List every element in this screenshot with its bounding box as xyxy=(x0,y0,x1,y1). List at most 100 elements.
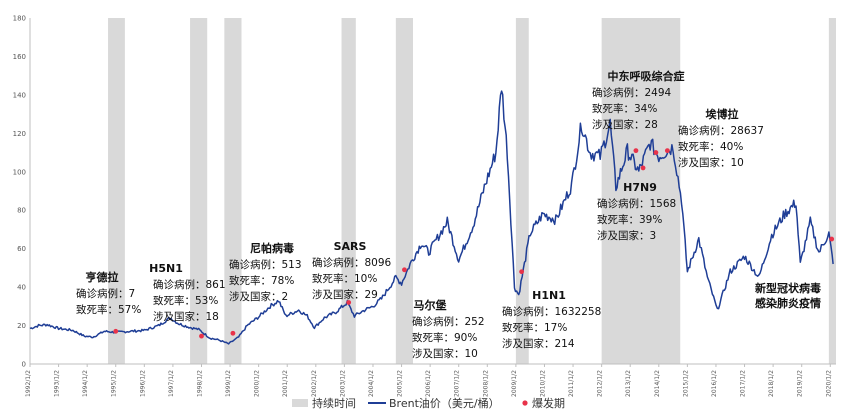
x-tick-label: 2020/1/2 xyxy=(825,370,832,397)
y-tick-label: 160 xyxy=(13,53,26,61)
outbreak-point xyxy=(829,236,835,242)
outbreak-point xyxy=(113,328,119,334)
y-tick-label: 100 xyxy=(13,168,26,176)
x-tick-label: 2019/1/2 xyxy=(797,370,804,397)
legend-duration-swatch xyxy=(292,399,308,407)
annotation-line: 致死率：39% xyxy=(597,213,662,226)
x-tick-label: 2005/1/2 xyxy=(397,370,404,397)
x-tick-label: 2000/1/2 xyxy=(254,370,261,397)
x-tick-label: 1992/1/2 xyxy=(25,370,32,397)
annotation-line: 确诊病例：1632258 xyxy=(502,305,601,318)
axes: 0 20 40 60 80 100 120 140 160 180 1992/1/2 1993/1/2… xyxy=(13,15,836,397)
outbreak-point xyxy=(230,330,236,336)
x-tick-label: 1994/1/2 xyxy=(82,370,89,397)
outbreak-point xyxy=(519,269,525,275)
x-tick-label: 2010/1/2 xyxy=(539,370,546,397)
annotation-line: 确诊病例：252 xyxy=(412,315,485,328)
y-tick-label: 180 xyxy=(13,15,26,23)
outbreak-point xyxy=(402,267,407,273)
annotation-line: 涉及国家：2 xyxy=(229,290,288,303)
x-tick-label: 2018/1/2 xyxy=(768,370,775,397)
annotation-line: 涉及国家：10 xyxy=(412,347,478,360)
annotation-line: 确诊病例：7 xyxy=(76,287,135,300)
x-tick-label: 2003/1/2 xyxy=(339,370,346,397)
annotation-title: 埃博拉 xyxy=(706,107,739,121)
x-tick-label: 1993/1/2 xyxy=(54,370,61,397)
legend: 持续时间 Brent油价（美元/桶） 爆发期 xyxy=(292,396,565,410)
annotation-line: 涉及国家：29 xyxy=(312,288,378,301)
x-tick-label: 1996/1/2 xyxy=(139,370,146,397)
x-tick-label: 2004/1/2 xyxy=(368,370,375,397)
x-tick-label: 2013/1/2 xyxy=(625,370,632,397)
x-tick-label: 2008/1/2 xyxy=(482,370,489,397)
outbreak-period-shade xyxy=(224,18,242,364)
annotation-line: 致死率：17% xyxy=(502,321,567,334)
outbreak-shades xyxy=(108,18,836,364)
outbreak-period-shade xyxy=(341,18,356,364)
annotation-title: SARS xyxy=(334,240,367,253)
outbreak-period-shade xyxy=(395,18,413,364)
annotation-line: 涉及国家：18 xyxy=(153,310,219,323)
annotation-group: SARS 确诊病例：8096 致死率：10% 涉及国家：29 xyxy=(312,240,392,301)
annotation-line: 致死率：78% xyxy=(229,274,294,287)
legend-outbreak-label: 爆发期 xyxy=(532,396,565,410)
outbreak-period-shade xyxy=(515,18,529,364)
annotation-line: 涉及国家：28 xyxy=(592,118,658,131)
outbreak-point xyxy=(199,333,204,339)
outbreak-point xyxy=(664,148,670,154)
y-tick-label: 20 xyxy=(17,322,26,330)
outbreak-point xyxy=(633,148,639,154)
x-tick-label: 2012/1/2 xyxy=(597,370,604,397)
annotation-line: 涉及国家：10 xyxy=(678,156,744,169)
x-tick-label: 1997/1/2 xyxy=(168,370,175,397)
outbreak-period-shade xyxy=(828,18,836,364)
series-layer xyxy=(29,90,834,345)
annotation-line: 致死率：10% xyxy=(312,272,377,285)
brent-price-line xyxy=(29,90,834,345)
outbreak-period-shade xyxy=(190,18,208,364)
legend-duration-label: 持续时间 xyxy=(312,396,356,410)
legend-series-label: Brent油价（美元/桶） xyxy=(389,396,500,410)
annotation-line: 确诊病例：28637 xyxy=(678,124,764,137)
annotation-line: 涉及国家：214 xyxy=(502,337,575,350)
annotation-group: H5N1 确诊病例：861 致死率：53% 涉及国家：18 xyxy=(149,262,225,323)
x-tick-label: 2011/1/2 xyxy=(568,370,575,397)
x-tick-label: 2009/1/2 xyxy=(511,370,518,397)
y-tick-label: 120 xyxy=(13,130,26,138)
annotation-group: H7N9 确诊病例：1568 致死率：39% 涉及国家：3 xyxy=(597,181,676,242)
annotation-line: 确诊病例：861 xyxy=(153,278,226,291)
annotation-title: 亨德拉 xyxy=(86,270,119,284)
annotation-line: 致死率：57% xyxy=(76,303,141,316)
outbreak-point xyxy=(640,165,646,171)
annotation-line: 感染肺炎疫情 xyxy=(755,296,821,310)
x-tick-label: 2015/1/2 xyxy=(682,370,689,397)
outbreak-point xyxy=(653,150,659,155)
annotation-line: 致死率：53% xyxy=(153,294,218,307)
y-tick-label: 60 xyxy=(17,245,26,253)
annotation-title: H5N1 xyxy=(149,262,183,275)
annotation-group: H1N1 确诊病例：1632258 致死率：17% 涉及国家：214 xyxy=(502,289,601,350)
y-tick-label: 80 xyxy=(17,207,26,215)
annotation-line: 致死率：34% xyxy=(592,102,657,115)
x-tick-label: 1998/1/2 xyxy=(196,370,203,397)
x-tick-label: 2016/1/2 xyxy=(711,370,718,397)
y-tick-label: 0 xyxy=(22,361,26,369)
x-tick-label: 2006/1/2 xyxy=(425,370,432,397)
x-tick-label: 2002/1/2 xyxy=(311,370,318,397)
outbreak-markers xyxy=(113,148,835,339)
annotation-line: 确诊病例：2494 xyxy=(592,86,672,99)
outbreak-period-shade xyxy=(601,18,681,364)
x-tick-label: 1995/1/2 xyxy=(111,370,118,397)
outbreak-period-shade xyxy=(108,18,125,364)
x-tick-label: 2014/1/2 xyxy=(654,370,661,397)
annotation-title: 马尔堡 xyxy=(414,298,447,312)
annotation-line: 致死率：90% xyxy=(412,331,477,344)
